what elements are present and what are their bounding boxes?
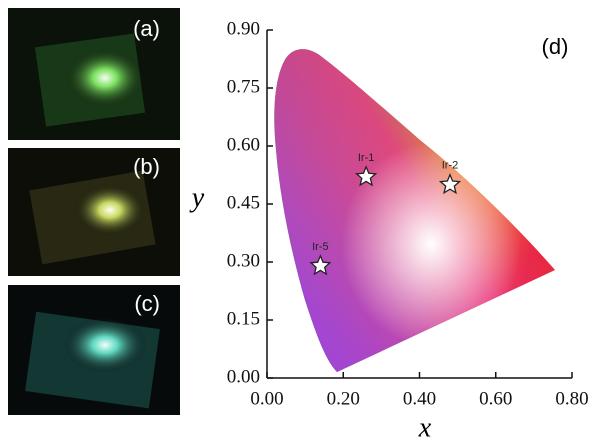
y-tick-label: 0.75: [227, 76, 260, 97]
panel-label: (b): [133, 154, 160, 179]
x-axis-label: x: [418, 412, 432, 442]
panel-label: (c): [134, 291, 160, 316]
y-tick-label: 0.90: [227, 18, 260, 39]
x-tick-label: 0.80: [555, 388, 588, 409]
x-tick-label: 0.40: [403, 388, 436, 409]
x-tick-label: 0.00: [250, 388, 283, 409]
y-tick-label: 0.60: [227, 134, 260, 155]
y-tick-label: 0.00: [227, 366, 260, 387]
point-label: Ir-1: [358, 152, 375, 164]
panel-label: (a): [133, 16, 160, 41]
figure: (a) (b) (c) (d) x y 0.00 0.15 0.30 0.45 0.60…: [0, 0, 608, 442]
cie-diagram: [260, 40, 560, 380]
x-tick-label: 0.60: [479, 388, 512, 409]
y-tick-label: 0.45: [227, 192, 260, 213]
x-tick-label: 0.20: [327, 388, 360, 409]
point-label: Ir-5: [312, 241, 329, 253]
y-tick-label: 0.15: [227, 308, 260, 329]
panel-label: (d): [542, 34, 569, 59]
y-tick-label: 0.30: [227, 250, 260, 271]
point-label: Ir-2: [442, 160, 459, 172]
y-axis-label: y: [189, 182, 205, 213]
